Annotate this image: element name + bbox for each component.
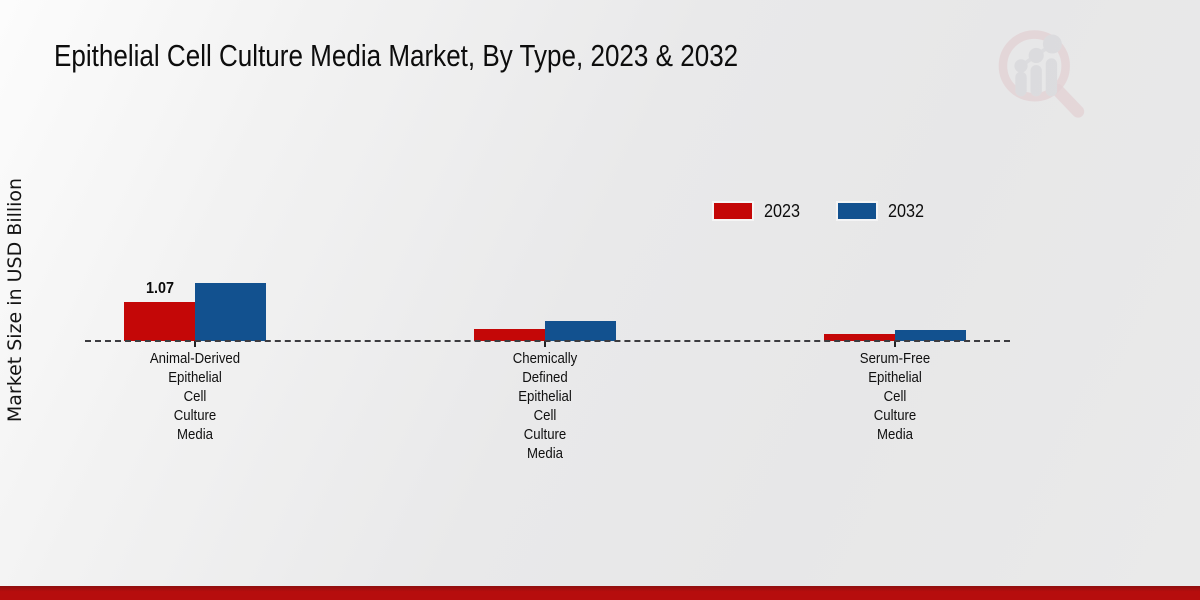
bar-2032-group3 xyxy=(895,330,966,341)
bar-2032-group2 xyxy=(545,321,616,341)
legend-label: 2023 xyxy=(764,200,801,221)
bar-2023-group2 xyxy=(474,329,545,341)
legend-swatch-2032 xyxy=(838,203,877,219)
chart-title: Epithelial Cell Culture Media Market, By… xyxy=(54,38,739,73)
legend-swatch-2023 xyxy=(714,203,752,219)
category-label: Animal-Derived Epithelial Cell Culture M… xyxy=(149,350,241,443)
bar-2032-group1 xyxy=(195,283,266,341)
x-axis-baseline xyxy=(85,340,1010,342)
x-axis-tick xyxy=(544,341,546,347)
legend: 2023 2032 xyxy=(714,200,928,222)
category-label: Serum-Free Epithelial Cell Culture Media xyxy=(859,350,931,443)
x-axis-tick xyxy=(894,341,896,347)
magnifier-bar-chart-logo-icon xyxy=(998,30,1085,118)
legend-item-2032: 2032 xyxy=(838,201,928,222)
legend-item-2023: 2023 xyxy=(714,201,804,222)
legend-label: 2032 xyxy=(888,200,925,221)
bar-value-label: 1.07 xyxy=(145,280,175,297)
footer-red-stripe xyxy=(0,586,1200,600)
x-axis-tick xyxy=(194,341,196,347)
category-label: Chemically Defined Epithelial Cell Cultu… xyxy=(512,350,578,462)
bar-2023-group3 xyxy=(824,334,895,341)
bar-2023-group1 xyxy=(124,302,195,341)
